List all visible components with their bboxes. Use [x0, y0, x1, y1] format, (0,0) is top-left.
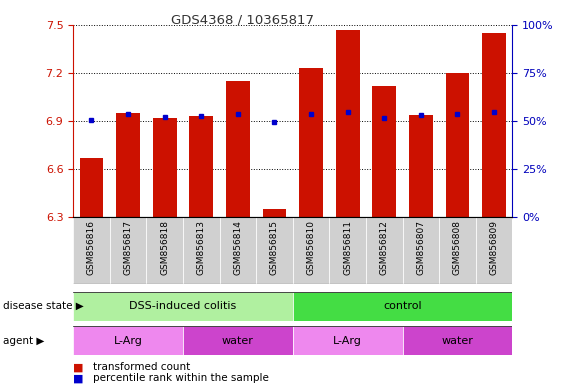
Bar [482, 33, 506, 217]
Text: disease state ▶: disease state ▶ [3, 301, 83, 311]
Text: transformed count: transformed count [93, 362, 190, 372]
Text: water: water [441, 336, 473, 346]
Text: GSM856816: GSM856816 [87, 220, 96, 275]
Text: GSM856813: GSM856813 [197, 220, 205, 275]
Bar [299, 68, 323, 217]
Bar [476, 217, 512, 284]
Bar [116, 113, 140, 217]
Bar [220, 217, 256, 284]
Bar [79, 158, 104, 217]
Text: DSS-induced colitis: DSS-induced colitis [129, 301, 236, 311]
Text: control: control [383, 301, 422, 311]
Text: ■: ■ [73, 362, 84, 372]
Bar [73, 326, 183, 355]
Text: GSM856809: GSM856809 [490, 220, 498, 275]
Bar [183, 217, 220, 284]
Bar [153, 118, 177, 217]
Text: GSM856807: GSM856807 [417, 220, 425, 275]
Text: GSM856817: GSM856817 [124, 220, 132, 275]
Bar [146, 217, 183, 284]
Bar [73, 292, 293, 321]
Bar [189, 116, 213, 217]
Text: GDS4368 / 10365817: GDS4368 / 10365817 [171, 13, 314, 26]
Text: L-Arg: L-Arg [333, 336, 362, 346]
Bar [293, 326, 403, 355]
Text: GSM856810: GSM856810 [307, 220, 315, 275]
Bar [262, 209, 287, 217]
Text: GSM856815: GSM856815 [270, 220, 279, 275]
Text: agent ▶: agent ▶ [3, 336, 44, 346]
Bar [183, 326, 293, 355]
Text: GSM856818: GSM856818 [160, 220, 169, 275]
Bar [293, 292, 512, 321]
Bar [366, 217, 403, 284]
Bar [445, 73, 470, 217]
Text: L-Arg: L-Arg [114, 336, 142, 346]
Text: GSM856811: GSM856811 [343, 220, 352, 275]
Text: GSM856814: GSM856814 [234, 220, 242, 275]
Bar [110, 217, 146, 284]
Text: water: water [222, 336, 254, 346]
Bar [409, 114, 433, 217]
Bar [439, 217, 476, 284]
Text: ■: ■ [73, 373, 84, 383]
Bar [336, 30, 360, 217]
Bar [73, 217, 110, 284]
Bar [256, 217, 293, 284]
Bar [403, 326, 512, 355]
Bar [226, 81, 250, 217]
Bar [372, 86, 396, 217]
Bar [293, 217, 329, 284]
Text: GSM856812: GSM856812 [380, 220, 388, 275]
Text: percentile rank within the sample: percentile rank within the sample [93, 373, 269, 383]
Text: GSM856808: GSM856808 [453, 220, 462, 275]
Bar [403, 217, 439, 284]
Bar [329, 217, 366, 284]
